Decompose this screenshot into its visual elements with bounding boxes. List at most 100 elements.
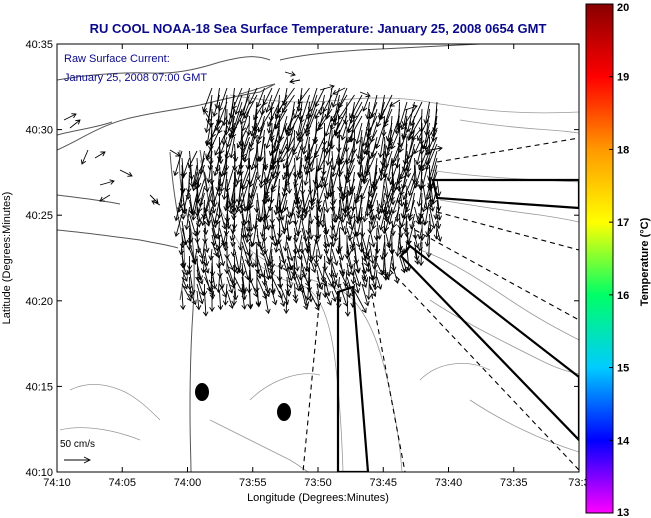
current-vector	[234, 157, 237, 187]
current-vector	[376, 234, 379, 254]
current-vector	[346, 164, 352, 194]
current-vector	[316, 206, 320, 227]
current-vector-head	[407, 135, 413, 142]
current-vector	[331, 234, 334, 247]
current-vector-head	[401, 134, 407, 141]
current-vector-head	[223, 130, 230, 136]
current-vector-head	[403, 248, 409, 254]
y-axis-label: Latitude (Degrees:Minutes)	[1, 192, 13, 325]
current-vector	[206, 115, 213, 146]
current-vector	[199, 185, 205, 207]
current-vector-head	[274, 113, 280, 120]
current-vector	[337, 241, 340, 253]
current-vector-head	[395, 251, 401, 257]
current-vector	[256, 136, 259, 162]
current-vector	[209, 150, 213, 170]
current-vector	[202, 213, 205, 226]
current-vector-head	[374, 143, 381, 149]
current-vector	[316, 276, 323, 290]
current-vector	[408, 178, 415, 196]
current-vector	[369, 199, 375, 220]
current-vector-head	[355, 242, 362, 248]
current-vector	[314, 136, 325, 158]
current-vector	[355, 185, 363, 204]
current-vector	[406, 248, 410, 271]
current-vector	[337, 206, 340, 219]
current-vector-head	[303, 266, 310, 272]
current-vector	[391, 164, 395, 187]
current-vector	[249, 220, 251, 238]
current-vector-head	[182, 170, 188, 177]
current-vector	[328, 122, 340, 147]
current-vector	[285, 290, 288, 314]
current-vector	[360, 227, 363, 253]
current-vector-head	[377, 152, 384, 159]
current-vector	[254, 213, 258, 229]
current-vector-head	[237, 245, 244, 251]
current-vector-head	[321, 281, 328, 287]
current-vector	[186, 206, 190, 230]
current-vector	[256, 234, 265, 256]
current-vector-head	[297, 98, 303, 105]
current-vector-head	[246, 261, 252, 268]
x-axis: 74:10 74:05 74:00 73:55 73:50 73:45 73:40 73:35…	[43, 44, 590, 489]
current-vector	[384, 108, 393, 127]
current-vector	[249, 234, 253, 247]
annotation-line-1: Raw Surface Current:	[64, 53, 170, 65]
current-vector-head	[221, 194, 228, 201]
current-vector-head	[180, 173, 186, 179]
current-vector-head	[329, 225, 336, 231]
current-vector-head	[255, 174, 261, 181]
current-vector-head	[280, 157, 286, 163]
current-vector	[417, 115, 430, 141]
current-vector	[204, 234, 208, 253]
current-vector-head	[329, 234, 335, 240]
current-vector	[357, 199, 363, 221]
current-vector-head	[265, 177, 271, 183]
current-vector	[331, 206, 336, 223]
current-vector	[359, 91, 371, 97]
current-vector-head	[361, 274, 368, 280]
current-vector	[324, 178, 328, 199]
current-vector	[244, 94, 258, 119]
current-vector	[286, 262, 292, 281]
current-vector	[323, 94, 333, 112]
current-vector	[385, 136, 393, 157]
current-vector-head	[232, 156, 239, 162]
current-vector	[369, 269, 376, 287]
current-vector-head	[349, 246, 356, 253]
current-vector-head	[369, 113, 375, 120]
current-vector	[331, 269, 337, 284]
current-vector	[384, 199, 388, 215]
current-vector-head	[362, 106, 368, 112]
current-vector	[226, 262, 234, 283]
colorbar-tick-label: 14	[617, 435, 630, 447]
current-vector	[205, 129, 220, 159]
current-vector	[196, 178, 205, 204]
current-vector	[346, 213, 351, 225]
current-vector	[339, 213, 344, 231]
plot-frame	[56, 43, 580, 473]
current-vector	[335, 115, 340, 136]
current-vector	[407, 136, 415, 159]
current-vector	[311, 185, 318, 206]
current-vector-head	[355, 231, 361, 237]
current-vector	[324, 241, 328, 254]
current-vector	[223, 171, 228, 200]
current-vector	[322, 262, 325, 282]
current-vector-head	[326, 300, 332, 306]
shipping-lane-southeast	[389, 229, 579, 471]
current-vector	[258, 108, 273, 132]
current-vector	[226, 206, 230, 229]
current-vector-head	[342, 229, 349, 236]
current-vector	[201, 241, 205, 264]
current-vector	[219, 283, 227, 298]
current-vector	[248, 178, 258, 207]
current-vector	[219, 206, 226, 230]
shipping-lanes	[302, 137, 579, 472]
current-vector	[196, 283, 203, 304]
current-vector	[436, 178, 440, 196]
x-tick-label: 73:40	[435, 477, 463, 489]
current-vector	[397, 234, 400, 257]
current-vector	[241, 276, 246, 295]
